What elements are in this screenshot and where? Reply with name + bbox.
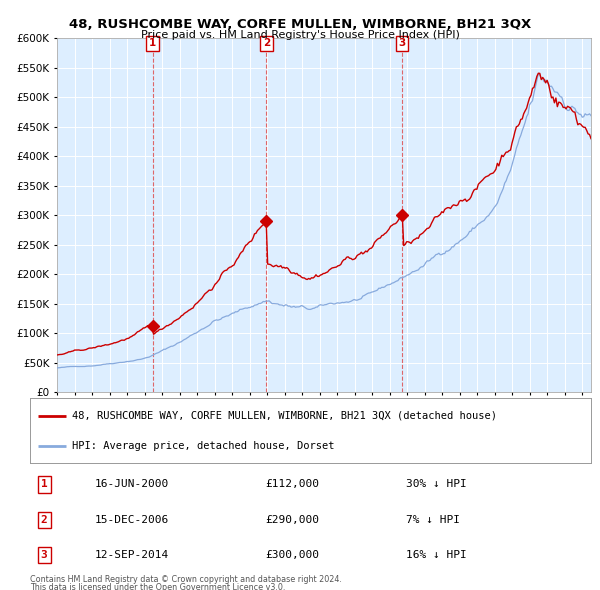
Text: 12-SEP-2014: 12-SEP-2014 [95, 550, 169, 560]
Text: 16-JUN-2000: 16-JUN-2000 [95, 480, 169, 489]
Text: HPI: Average price, detached house, Dorset: HPI: Average price, detached house, Dors… [72, 441, 335, 451]
Text: Price paid vs. HM Land Registry's House Price Index (HPI): Price paid vs. HM Land Registry's House … [140, 30, 460, 40]
Text: 3: 3 [41, 550, 47, 560]
Text: 15-DEC-2006: 15-DEC-2006 [95, 515, 169, 525]
Text: £290,000: £290,000 [266, 515, 320, 525]
Text: £112,000: £112,000 [266, 480, 320, 489]
Text: 48, RUSHCOMBE WAY, CORFE MULLEN, WIMBORNE, BH21 3QX (detached house): 48, RUSHCOMBE WAY, CORFE MULLEN, WIMBORN… [72, 411, 497, 421]
Text: £300,000: £300,000 [266, 550, 320, 560]
Text: Contains HM Land Registry data © Crown copyright and database right 2024.: Contains HM Land Registry data © Crown c… [30, 575, 342, 584]
Text: 48, RUSHCOMBE WAY, CORFE MULLEN, WIMBORNE, BH21 3QX: 48, RUSHCOMBE WAY, CORFE MULLEN, WIMBORN… [69, 18, 531, 31]
Text: 1: 1 [149, 38, 156, 48]
Text: 16% ↓ HPI: 16% ↓ HPI [406, 550, 467, 560]
Text: This data is licensed under the Open Government Licence v3.0.: This data is licensed under the Open Gov… [30, 583, 286, 590]
Text: 2: 2 [41, 515, 47, 525]
Text: 1: 1 [41, 480, 47, 489]
Text: 7% ↓ HPI: 7% ↓ HPI [406, 515, 460, 525]
Text: 2: 2 [263, 38, 270, 48]
Text: 30% ↓ HPI: 30% ↓ HPI [406, 480, 467, 489]
Text: 3: 3 [398, 38, 406, 48]
